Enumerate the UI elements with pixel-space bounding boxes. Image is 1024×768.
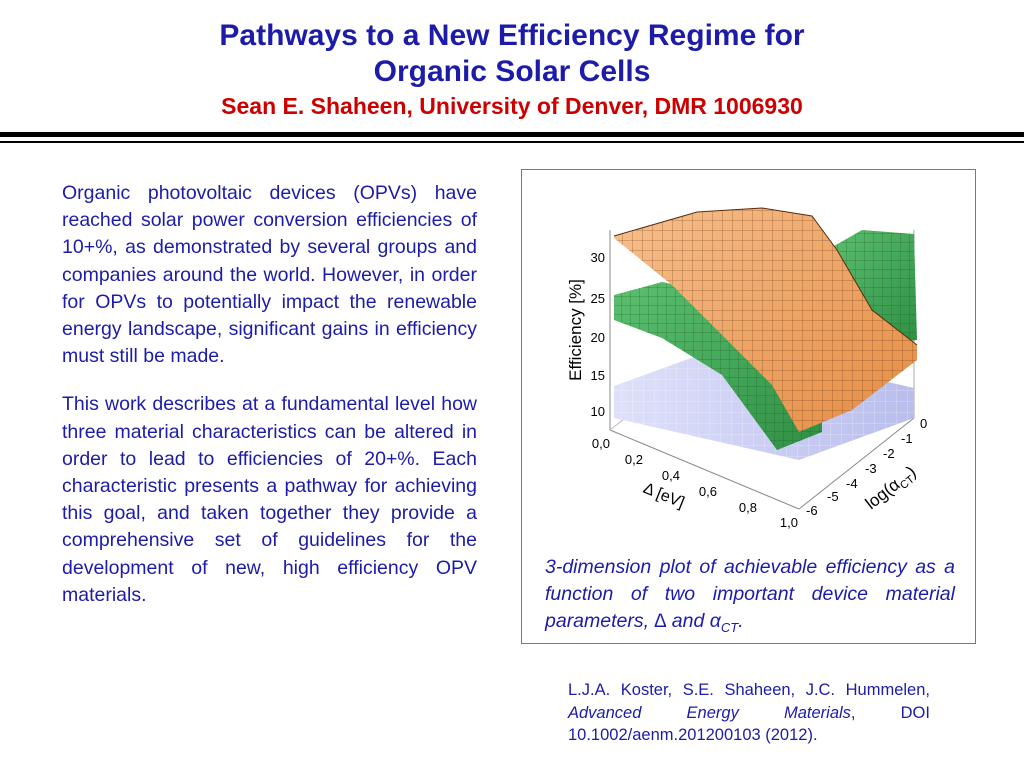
y-tick: -6: [806, 503, 818, 518]
x-axis-ticks: 0,0 0,2 0,4 0,6 0,8 1,0: [592, 436, 798, 530]
body-text: Organic photovoltaic devices (OPVs) have…: [62, 180, 477, 630]
header-divider-thick: [0, 132, 1024, 137]
header-divider-thin: [0, 141, 1024, 143]
y-tick: -1: [901, 431, 913, 446]
y-tick: -4: [846, 476, 858, 491]
x-tick: 1,0: [780, 515, 798, 530]
x-tick: 0,8: [739, 500, 757, 515]
x-tick: 0,0: [592, 436, 610, 451]
z-tick: 25: [591, 291, 605, 306]
slide-title-line1: Pathways to a New Efficiency Regime for: [219, 19, 805, 52]
y-tick: -5: [827, 489, 839, 504]
z-tick: 10: [591, 404, 605, 419]
body-paragraph-1: Organic photovoltaic devices (OPVs) have…: [62, 182, 477, 368]
slide-subtitle: Sean E. Shaheen, University of Denver, D…: [221, 93, 803, 119]
x-tick: 0,2: [625, 452, 643, 467]
z-tick: 20: [591, 330, 605, 345]
z-axis-ticks: 30 25 20 15 10: [591, 250, 605, 419]
x-tick: 0,6: [699, 484, 717, 499]
x-tick: 0,4: [662, 468, 680, 483]
y-axis-ticks: 0 -1 -2 -3 -4 -5 -6: [806, 416, 927, 518]
z-axis-label: Efficiency [%]: [566, 279, 585, 381]
y-tick: -3: [865, 461, 877, 476]
body-paragraph-2: This work describes at a fundamental lev…: [62, 393, 477, 606]
figure-3d-plot: 30 25 20 15 10 Efficiency [%] 0,0 0,2 0,…: [521, 169, 976, 644]
slide-title-line2: Organic Solar Cells: [373, 55, 651, 88]
y-tick: 0: [920, 416, 927, 431]
x-axis-label: Δ [eV]: [641, 480, 687, 512]
orange-surface: [613, 207, 918, 432]
plot-canvas: 30 25 20 15 10 Efficiency [%] 0,0 0,2 0,…: [566, 207, 927, 530]
z-tick: 15: [591, 368, 605, 383]
figure-caption: 3-dimension plot of achievable efficienc…: [545, 556, 955, 635]
y-tick: -2: [883, 446, 895, 461]
citation: L.J.A. Koster, S.E. Shaheen, J.C. Hummel…: [568, 681, 930, 744]
z-tick: 30: [591, 250, 605, 265]
